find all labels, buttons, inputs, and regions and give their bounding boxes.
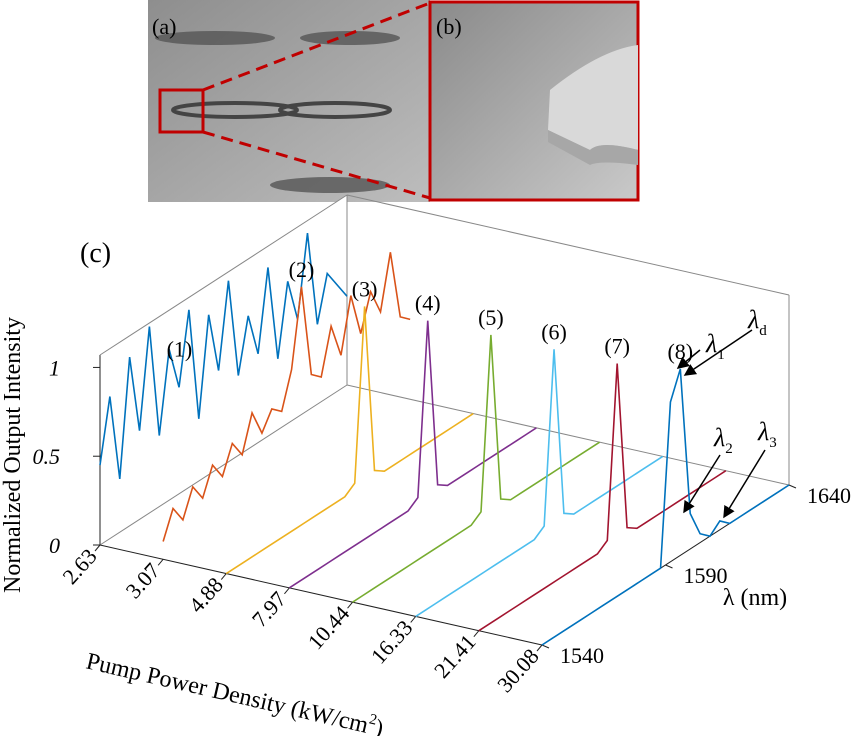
- zoom-line: [202, 130, 431, 200]
- series-label: (3): [352, 276, 378, 301]
- arrow: [683, 454, 721, 514]
- spectrum-line: [288, 320, 537, 589]
- panel-label: (c): [80, 238, 111, 269]
- series-label: (8): [667, 339, 693, 364]
- sem-image-b: (b): [428, 0, 640, 202]
- sem-image-a: (a): [148, 0, 430, 202]
- panel-label: (b): [436, 14, 462, 39]
- x-tick-label: 1640: [807, 483, 851, 508]
- z-tick-label: 10.44: [303, 601, 355, 655]
- annotation-subscript: 1: [717, 347, 725, 363]
- z-tick: [347, 601, 353, 609]
- z-tick: [157, 558, 164, 566]
- z-tick: [284, 587, 290, 595]
- annotation-symbol: λ: [713, 423, 725, 452]
- y-tick-label: 0.5: [33, 444, 61, 469]
- series-label: (4): [415, 291, 441, 316]
- panel-label: (a): [152, 14, 176, 39]
- x-tick: [665, 564, 673, 569]
- axis-line: [99, 544, 543, 646]
- series-label: (5): [478, 305, 504, 330]
- annotation-subscript: d: [759, 323, 767, 339]
- annotation-symbol: λ: [747, 305, 759, 334]
- spectrum-line: [99, 232, 348, 480]
- annotation-subscript: 3: [769, 435, 777, 451]
- spectrum-line: [225, 306, 474, 575]
- z-tick: [536, 644, 543, 652]
- annotation: λd: [747, 305, 767, 339]
- x-tick-label: 1540: [560, 643, 604, 668]
- z-tick-label: 21.41: [429, 629, 481, 683]
- x-tick-label: 1590: [684, 563, 728, 588]
- plot: [93, 194, 797, 652]
- spectrum-line: [352, 334, 601, 603]
- annotation: λ2: [713, 423, 733, 457]
- annotation: λ1: [705, 329, 725, 363]
- z-tick: [220, 573, 227, 580]
- series-label: (1): [167, 337, 193, 362]
- back-wall: [100, 195, 347, 545]
- spectrum-line: [415, 349, 664, 618]
- box-edge: [346, 194, 790, 296]
- x-tick: [788, 484, 797, 489]
- box-edge: [99, 384, 348, 546]
- series-label: (6): [541, 319, 567, 344]
- annotation-subscript: 2: [725, 441, 733, 457]
- series-label: (7): [604, 334, 630, 359]
- y-tick-label: 1: [49, 355, 60, 380]
- arrow: [676, 349, 701, 369]
- y-tick-label: 0: [49, 533, 60, 558]
- annotation: λ3: [757, 417, 777, 451]
- z-tick-label: 16.33: [366, 615, 418, 669]
- box-edge: [99, 194, 348, 356]
- z-tick: [473, 630, 480, 638]
- spectrum-line: [541, 368, 790, 646]
- arrow: [683, 329, 753, 376]
- z-tick: [94, 544, 101, 552]
- x-tick: [541, 644, 550, 649]
- y-axis-label: Normalized Output Intensity: [0, 317, 26, 593]
- annotation-symbol: λ: [757, 417, 769, 446]
- z-tick-label: 30.08: [492, 644, 544, 698]
- arrow: [723, 449, 766, 519]
- x-axis-label: λ (nm): [723, 585, 787, 611]
- series-label: (2): [289, 257, 315, 282]
- z-axis-label: Pump Power Density (kW/cm2): [84, 647, 387, 736]
- zoom-line: [202, 1, 431, 92]
- spectrum-line: [162, 252, 411, 542]
- spectrum-line: [478, 363, 727, 632]
- z-tick: [410, 616, 417, 623]
- annotation-symbol: λ: [705, 329, 717, 358]
- box-edge: [346, 384, 790, 486]
